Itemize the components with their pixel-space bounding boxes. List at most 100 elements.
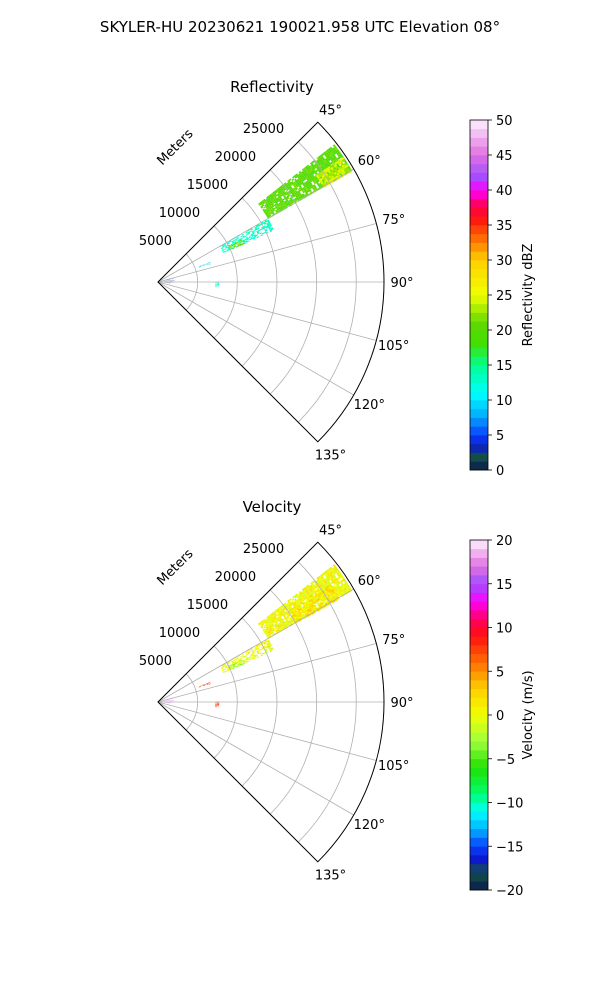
data-cell — [263, 626, 266, 629]
panel-title: Reflectivity — [230, 78, 314, 96]
data-cell — [316, 602, 320, 605]
data-cell — [332, 162, 336, 166]
data-cell — [281, 200, 285, 203]
data-cell — [265, 205, 268, 208]
data-cell — [249, 235, 252, 237]
data-cell — [288, 188, 292, 191]
data-cell — [285, 623, 289, 626]
data-cell — [266, 619, 269, 622]
data-cell — [288, 199, 291, 202]
data-cell — [311, 160, 315, 164]
data-cell — [312, 169, 316, 172]
data-cell — [318, 595, 321, 599]
data-cell — [277, 206, 281, 209]
data-cell — [202, 265, 205, 267]
data-cell — [282, 205, 285, 208]
data-cell — [257, 644, 261, 647]
data-cell — [243, 662, 246, 665]
data-cell — [266, 199, 269, 202]
data-cell — [237, 244, 240, 246]
data-cell — [329, 149, 332, 153]
data-cell — [281, 609, 285, 613]
data-cell — [269, 203, 272, 207]
data-cell — [341, 172, 344, 175]
data-cell — [307, 172, 311, 176]
data-cell — [252, 652, 255, 655]
data-cell — [270, 202, 274, 205]
data-cell — [314, 593, 317, 597]
data-cell — [306, 171, 310, 174]
data-cell — [307, 179, 310, 183]
data-cell — [274, 609, 277, 613]
data-cell — [271, 613, 275, 616]
data-cell — [313, 177, 317, 181]
data-cell — [263, 629, 266, 632]
data-cell — [318, 179, 322, 182]
data-cell — [260, 622, 263, 625]
data-cell — [302, 599, 305, 602]
data-cell — [290, 181, 294, 184]
data-cell — [267, 621, 270, 624]
data-cell — [298, 173, 301, 177]
data-cell — [332, 144, 336, 148]
data-cell — [287, 179, 290, 183]
data-cell — [290, 187, 293, 190]
data-cell — [255, 224, 258, 227]
data-cell — [267, 628, 270, 631]
data-cell — [241, 662, 244, 665]
data-cell — [234, 662, 237, 664]
data-cell — [325, 572, 329, 576]
colorbar-band — [470, 198, 488, 208]
data-cell — [233, 239, 236, 242]
data-cell — [275, 191, 278, 194]
data-cell — [267, 644, 270, 647]
data-cell — [206, 682, 209, 684]
data-cell — [266, 643, 270, 646]
data-cell — [252, 656, 255, 659]
data-cell — [309, 584, 313, 588]
data-cell — [301, 597, 304, 601]
data-cell — [336, 152, 340, 156]
data-cell — [322, 594, 326, 598]
data-cell — [289, 622, 293, 625]
data-cell — [272, 209, 276, 212]
data-cell — [298, 196, 302, 200]
data-cell — [266, 222, 269, 225]
data-cell — [333, 159, 337, 163]
data-cell — [245, 651, 248, 654]
data-cell — [256, 231, 260, 234]
data-cell — [310, 606, 314, 610]
data-cell — [271, 192, 274, 195]
data-cell — [256, 650, 259, 653]
data-cell — [250, 656, 253, 659]
data-cell — [222, 251, 226, 253]
data-cell — [233, 665, 236, 667]
data-cell — [319, 590, 323, 593]
data-cell — [292, 608, 295, 612]
data-cell — [335, 170, 339, 174]
colorbar-band — [470, 365, 488, 375]
colorbar-band — [470, 785, 488, 795]
data-cell — [239, 663, 242, 666]
data-cell — [217, 283, 220, 284]
data-cell — [266, 616, 269, 619]
data-cell — [232, 243, 235, 246]
data-cell — [168, 279, 171, 280]
data-cell — [268, 634, 272, 637]
data-cell — [302, 596, 306, 599]
colorbar-tick-label: −15 — [496, 840, 523, 855]
data-cell — [336, 157, 340, 160]
data-cell — [276, 189, 280, 193]
data-cell — [305, 613, 308, 617]
colorbar-band — [470, 601, 488, 611]
data-cell — [272, 621, 275, 624]
data-cell — [289, 617, 292, 620]
data-cell — [286, 200, 290, 203]
data-cell — [296, 598, 300, 602]
data-cell — [325, 170, 329, 173]
data-cell — [326, 156, 330, 160]
data-cell — [313, 185, 317, 189]
data-cell — [312, 180, 316, 183]
data-cell — [293, 188, 297, 192]
data-cell — [307, 586, 311, 589]
